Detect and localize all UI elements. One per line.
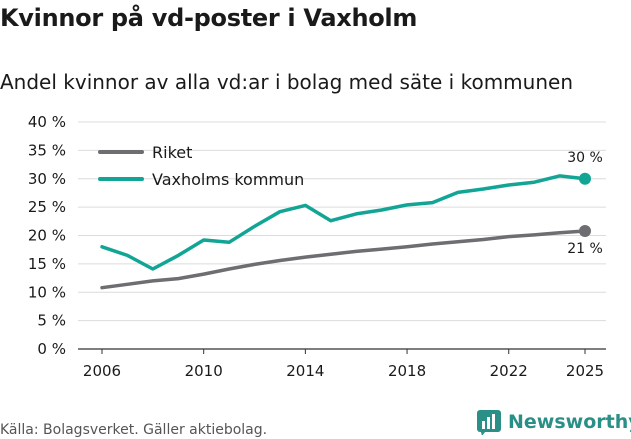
series-line-vaxholm [100, 174, 587, 271]
y-tick-label: 20 % [28, 227, 66, 245]
source-note: Källa: Bolagsverket. Gäller aktiebolag. [0, 422, 268, 438]
y-tick-label: 35 % [28, 141, 66, 159]
legend-label: Vaxholms kommun [152, 170, 304, 189]
y-tick-label: 0 % [37, 340, 66, 358]
brand-name: Newsworthy [508, 411, 631, 433]
y-tick-label: 10 % [28, 283, 66, 301]
chart-subtitle: Andel kvinnor av alla vd:ar i bolag med … [0, 70, 573, 94]
x-tick-label: 2018 [388, 362, 426, 380]
x-tick-label: 2006 [83, 362, 121, 380]
x-tick-label: 2010 [185, 362, 223, 380]
y-tick-label: 15 % [28, 255, 66, 273]
y-tick-label: 25 % [28, 198, 66, 216]
y-tick-label: 5 % [37, 312, 66, 330]
x-tick-label: 2014 [286, 362, 324, 380]
y-tick-label: 30 % [28, 170, 66, 188]
series-endpoint [579, 224, 591, 237]
chart-title: Kvinnor på vd-poster i Vaxholm [0, 4, 418, 32]
brand-logo: Newsworthy [476, 409, 631, 435]
legend-label: Riket [152, 143, 192, 162]
y-tick-label: 40 % [28, 113, 66, 131]
end-value-label: 21 % [567, 241, 603, 257]
series-endpoint [579, 172, 591, 185]
newsworthy-logo-icon [477, 410, 501, 435]
end-value-label: 30 % [567, 150, 603, 166]
line-chart: 0 % 5 % 10 % 15 % 20 % 25 % 30 % 35 % 40 % 2006 2… [28, 113, 606, 380]
series-line-riket [100, 229, 587, 290]
x-tick-label: 2025 [566, 362, 604, 380]
x-tick-label: 2022 [490, 362, 528, 380]
